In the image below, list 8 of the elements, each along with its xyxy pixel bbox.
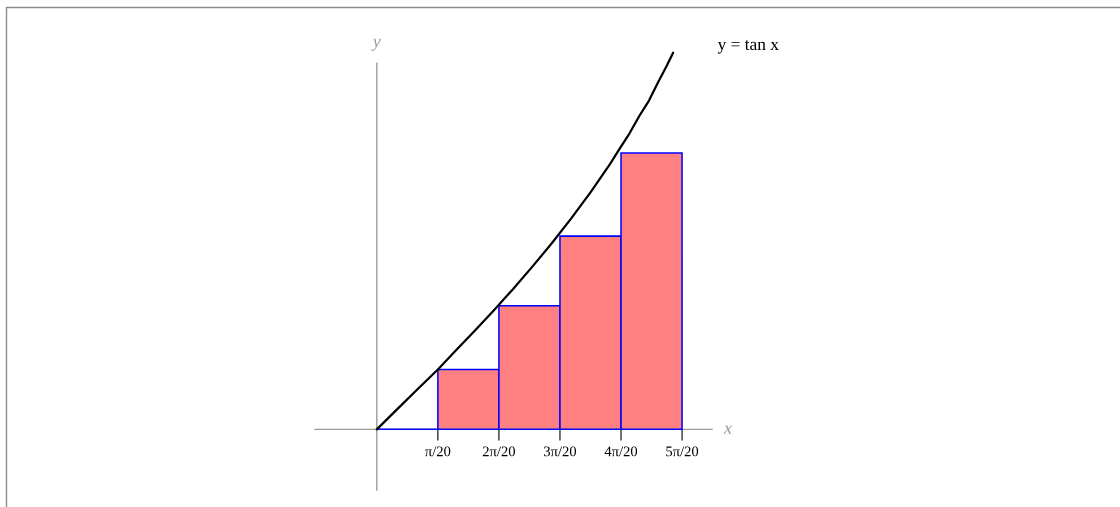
y-axis-title: y <box>371 38 381 51</box>
x-axis-title: x <box>723 425 732 434</box>
x-tick-label: 4π/20 <box>604 446 638 457</box>
x-tick-label: 5π/20 <box>666 446 699 457</box>
text: y = tan x <box>717 40 779 54</box>
x-tick-label: 2π/20 <box>482 446 516 457</box>
x-tick-label: 3π/20 <box>544 446 577 457</box>
x-tick-label: π/20 <box>425 446 451 457</box>
